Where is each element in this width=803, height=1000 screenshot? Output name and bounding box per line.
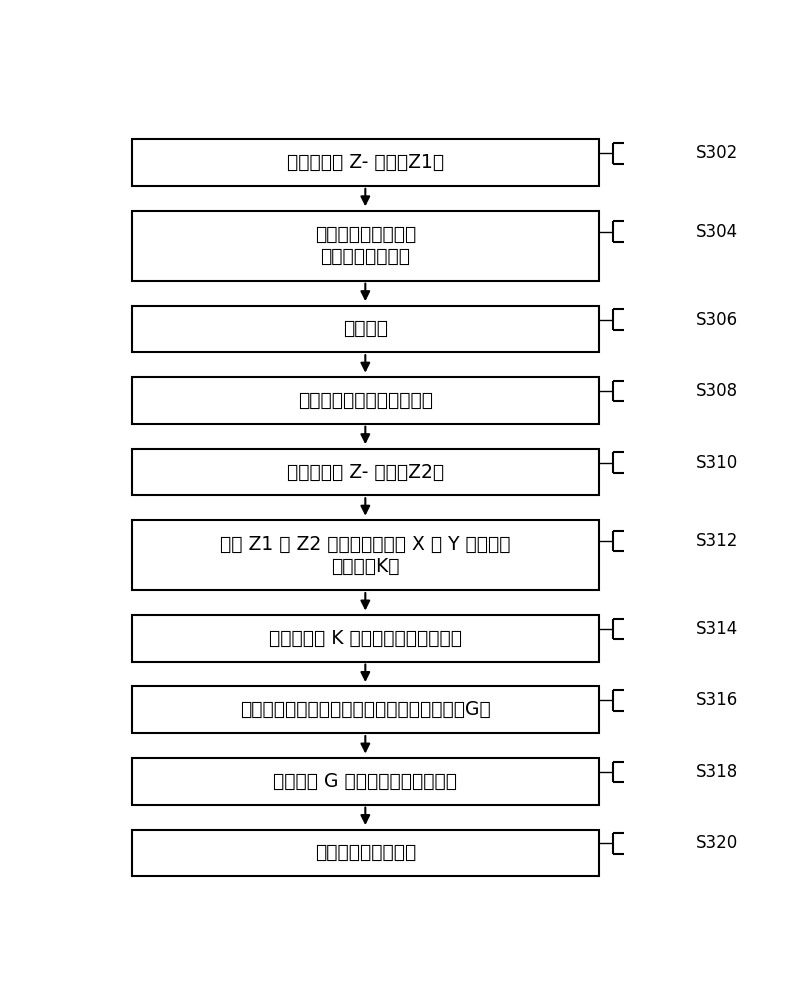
Text: 基于 Z1 与 Z2 之间的差异计算 X 和 Y 网格中的
补偿值（K）: 基于 Z1 与 Z2 之间的差异计算 X 和 Y 网格中的 补偿值（K） [220,535,510,576]
Bar [132,758,598,805]
Text: 基于补偿 G 更新图案化的参考网格: 基于补偿 G 更新图案化的参考网格 [273,772,457,791]
Bar [132,615,598,662]
Text: 处理工件: 处理工件 [342,319,387,338]
Bar [132,139,598,186]
Text: S302: S302 [695,144,737,162]
Text: S318: S318 [695,763,737,781]
Text: 获取工件的 Z- 形状（Z2）: 获取工件的 Z- 形状（Z2） [287,462,443,481]
Bar [132,449,598,495]
Text: 图案化地形成后续层: 图案化地形成后续层 [314,843,415,862]
Text: S310: S310 [695,454,737,472]
Text: S304: S304 [695,223,737,241]
Bar [132,830,598,876]
Bar [132,306,598,352]
Text: 基于补偿值 K 更新图案化的参考网格: 基于补偿值 K 更新图案化的参考网格 [268,629,461,648]
Text: 图案化地形成参考层
（包含对准标记）: 图案化地形成参考层 （包含对准标记） [314,225,415,266]
Text: 准备好图案化地形成后续层: 准备好图案化地形成后续层 [297,391,432,410]
Text: S308: S308 [695,382,737,400]
Text: 测量参考层中的对准标记并且计算全局变换（G）: 测量参考层中的对准标记并且计算全局变换（G） [239,700,490,719]
Bar [132,377,598,424]
Text: S306: S306 [695,311,737,329]
Bar [132,686,598,733]
Bar [132,211,598,281]
Text: S314: S314 [695,620,737,638]
Text: S316: S316 [695,691,737,709]
Text: S312: S312 [695,532,737,550]
Text: 获取工件的 Z- 形状（Z1）: 获取工件的 Z- 形状（Z1） [287,153,443,172]
Text: S320: S320 [695,834,737,852]
Bar [132,520,598,590]
